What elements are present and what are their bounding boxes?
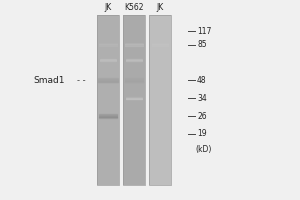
Bar xyxy=(123,15,145,185)
Bar xyxy=(149,15,171,185)
Text: (kD): (kD) xyxy=(195,145,211,154)
Text: - -: - - xyxy=(77,76,86,85)
Bar xyxy=(97,15,119,185)
Bar xyxy=(123,15,145,185)
Text: 117: 117 xyxy=(197,27,212,36)
Text: JK: JK xyxy=(104,3,112,12)
Text: 85: 85 xyxy=(197,40,207,49)
Text: 26: 26 xyxy=(197,112,207,121)
Bar xyxy=(97,15,119,185)
Text: K562: K562 xyxy=(124,3,144,12)
Text: Smad1: Smad1 xyxy=(34,76,65,85)
Text: 34: 34 xyxy=(197,94,207,103)
Text: 19: 19 xyxy=(197,130,207,138)
Text: JK: JK xyxy=(156,3,164,12)
Bar xyxy=(149,15,171,185)
Text: 48: 48 xyxy=(197,76,207,85)
